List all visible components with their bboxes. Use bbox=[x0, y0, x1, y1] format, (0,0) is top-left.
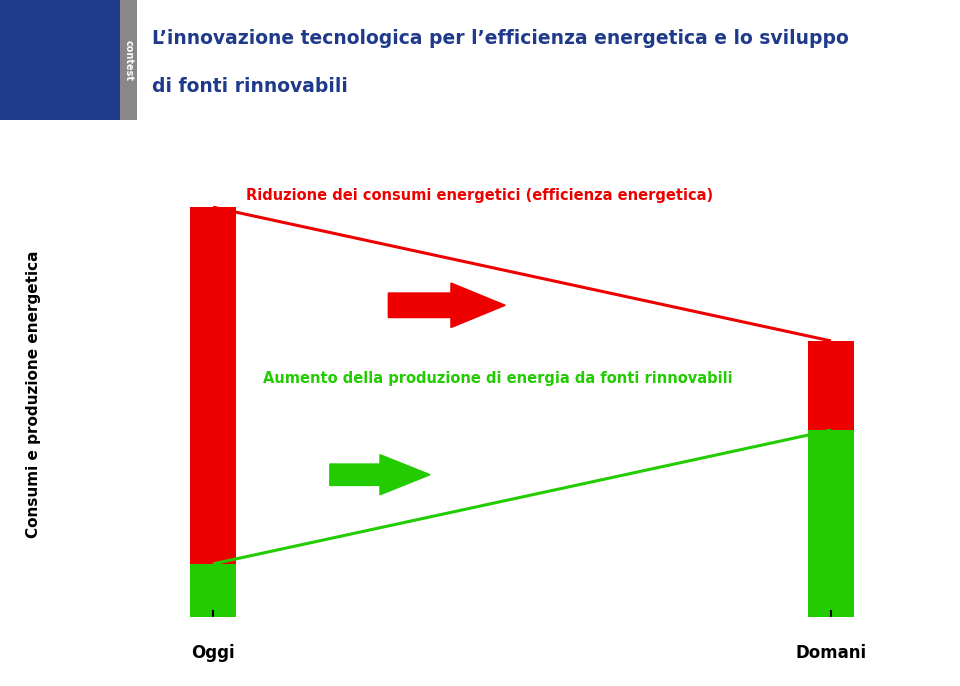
Bar bbox=[808, 430, 854, 617]
Bar bbox=[808, 341, 854, 430]
FancyArrow shape bbox=[388, 283, 505, 328]
FancyArrow shape bbox=[330, 455, 430, 495]
Text: L’innovazione tecnologica per l’efficienza energetica e lo sviluppo: L’innovazione tecnologica per l’efficien… bbox=[152, 29, 849, 48]
Bar bbox=[120, 0, 137, 120]
Text: Domani: Domani bbox=[796, 644, 867, 662]
Text: Consumi e produzione energetica: Consumi e produzione energetica bbox=[26, 250, 41, 539]
Bar bbox=[190, 564, 236, 617]
Text: contest: contest bbox=[124, 40, 133, 80]
Bar bbox=[190, 207, 236, 564]
Text: Oggi: Oggi bbox=[191, 644, 235, 662]
Text: Riduzione dei consumi energetici (efficienza energetica): Riduzione dei consumi energetici (effici… bbox=[247, 188, 713, 203]
Bar bbox=[0, 0, 120, 120]
Text: di fonti rinnovabili: di fonti rinnovabili bbox=[152, 77, 348, 96]
Text: Aumento della produzione di energia da fonti rinnovabili: Aumento della produzione di energia da f… bbox=[263, 370, 732, 386]
